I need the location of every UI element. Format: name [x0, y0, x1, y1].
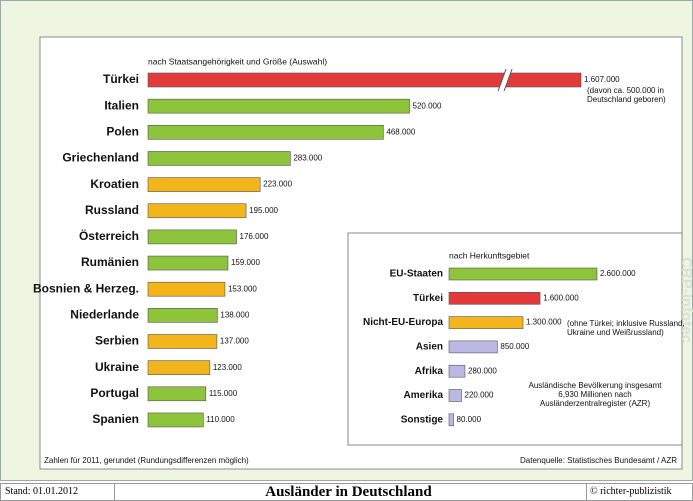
category-label: Rumänien: [81, 255, 139, 269]
bar: [147, 98, 410, 114]
value-label: 1.600.000: [543, 293, 579, 302]
value-label: 123.000: [213, 363, 242, 372]
value-label: 1.607.000: [584, 75, 620, 84]
chart-subtitle: nach Herkunftsgebiet: [449, 250, 530, 260]
value-label: 223.000: [263, 180, 292, 189]
bar: [147, 229, 237, 245]
value-label: 2.600.000: [600, 269, 636, 278]
bar: [147, 334, 218, 349]
category-label: Polen: [106, 124, 139, 138]
chart: Zahlen für 2011, gerundet (Rundungsdiffe…: [33, 36, 693, 470]
bar: [147, 255, 229, 271]
bar: [448, 291, 541, 305]
category-label: Bosnien & Herzeg.: [33, 281, 139, 295]
value-label: 850.000: [500, 342, 529, 351]
value-label: 220.000: [465, 391, 494, 400]
info-text: Ausländische Bevölkerung insgesamt 6,930…: [528, 381, 662, 408]
category-label: Türkei: [413, 293, 443, 304]
bar: [147, 72, 582, 88]
category-label: Asien: [416, 342, 443, 353]
category-label: Türkei: [103, 72, 139, 86]
category-label: Portugal: [90, 386, 139, 400]
category-label: Ukraine: [95, 360, 139, 374]
chart-subtitle: nach Staatsangehörigkeit und Größe (Ausw…: [148, 56, 327, 66]
value-label: 138.000: [220, 310, 249, 319]
bar: [147, 386, 207, 402]
watermark: CRP-Infotec: [678, 257, 693, 343]
value-label: 280.000: [468, 366, 497, 375]
category-label: Sonstige: [401, 414, 444, 425]
category-label: Italien: [104, 98, 139, 112]
bar: [448, 267, 598, 281]
value-label: 159.000: [231, 258, 260, 267]
bar: [147, 360, 211, 375]
bar: [448, 316, 524, 329]
value-label: 176.000: [240, 232, 269, 241]
value-label: 195.000: [249, 206, 278, 215]
category-label: Spanien: [92, 412, 139, 426]
bar: [147, 308, 218, 323]
bar: [147, 203, 247, 219]
bar: [147, 281, 226, 297]
value-label: 80.000: [457, 415, 482, 424]
source: Datenquelle: Statistisches Bundesamt / A…: [520, 456, 677, 465]
bar: [448, 340, 498, 354]
category-label: Nicht-EU-Europa: [363, 317, 443, 328]
value-label: 520.000: [413, 101, 442, 110]
bar: [448, 364, 466, 378]
value-label: 137.000: [220, 337, 249, 346]
annotation: (ohne Türkei; inklusive Russland, Ukrain…: [567, 319, 685, 337]
category-label: Griechenland: [62, 151, 139, 165]
value-label: 283.000: [293, 154, 322, 163]
axis-break-line: [503, 68, 513, 92]
footer-title: Ausländer in Deutschland: [265, 484, 432, 500]
bar: [448, 389, 462, 402]
axis-break-line: [497, 68, 507, 92]
bar: [448, 413, 454, 427]
category-label: Serbien: [95, 334, 139, 348]
category-label: Österreich: [79, 228, 139, 243]
footer-copyright: © richter-publizistik: [586, 484, 693, 500]
value-label: 1.300.000: [526, 318, 562, 327]
annotation: (davon ca. 500.000 in Deutschland gebore…: [587, 86, 666, 104]
category-label: EU-Staaten: [390, 269, 443, 280]
category-label: Amerika: [404, 390, 444, 401]
bar: [147, 151, 291, 166]
value-label: 468.000: [386, 127, 415, 136]
inset-panel: [347, 232, 683, 446]
category-label: Afrika: [415, 366, 444, 377]
value-label: 115.000: [209, 389, 238, 398]
value-label: 153.000: [228, 284, 257, 293]
axis-break: [498, 69, 513, 91]
category-label: Russland: [85, 203, 139, 217]
bar: [147, 177, 261, 192]
category-label: Niederlande: [70, 308, 139, 322]
footer: Stand: 01.01.2012 Ausländer in Deutschla…: [0, 483, 693, 501]
bar: [147, 125, 384, 140]
footer-date: Stand: 01.01.2012: [1, 484, 115, 500]
value-label: 110.000: [206, 415, 235, 424]
footnote: Zahlen für 2011, gerundet (Rundungsdiffe…: [44, 456, 249, 465]
category-label: Kroatien: [90, 177, 139, 191]
bar: [147, 412, 204, 428]
